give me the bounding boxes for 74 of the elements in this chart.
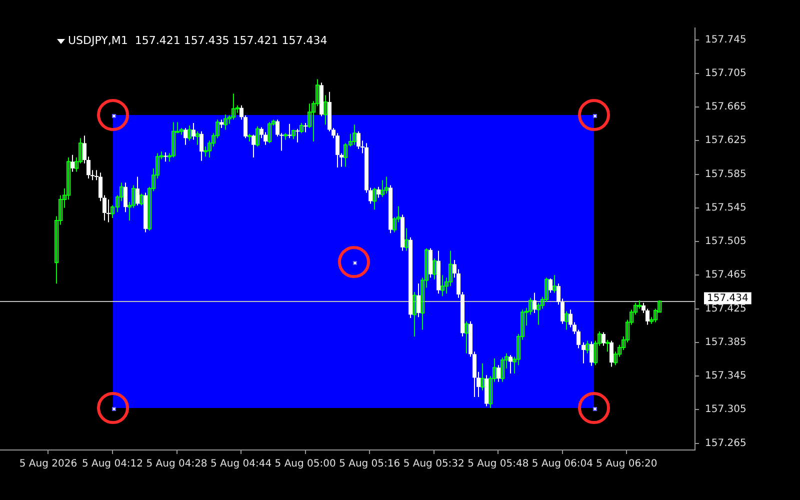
- candlestick: [256, 126, 260, 148]
- candlestick: [440, 274, 444, 297]
- candlestick: [480, 362, 484, 391]
- candlestick: [606, 339, 610, 352]
- candlestick: [300, 122, 304, 134]
- candlestick: [586, 340, 590, 354]
- x-tick-label: 5 Aug 05:00: [274, 458, 336, 470]
- ref-line-label: 157.434: [707, 292, 748, 304]
- candlestick: [164, 152, 168, 162]
- candlestick: [352, 124, 356, 146]
- candlestick: [590, 341, 594, 366]
- y-tick-label: 157.265: [705, 438, 746, 449]
- candlestick: [172, 122, 176, 158]
- x-tick-label: 5 Aug 05:32: [403, 458, 464, 470]
- y-tick-label: 157.585: [705, 168, 746, 180]
- candlestick: [404, 228, 408, 252]
- candlestick: [140, 193, 144, 206]
- candlestick: [496, 364, 500, 382]
- candlestick: [192, 122, 196, 140]
- candlestick: [432, 258, 436, 280]
- candlestick: [380, 180, 384, 198]
- candlestick: [412, 291, 416, 338]
- y-tick-label: 157.705: [705, 68, 746, 79]
- y-tick-label: 157.305: [705, 404, 746, 416]
- y-tick-label: 157.465: [705, 270, 746, 281]
- x-tick-label: 5 Aug 04:44: [210, 458, 272, 470]
- candlestick: [136, 176, 140, 206]
- candlestick: [384, 176, 388, 194]
- x-tick-label: 5 Aug 2026: [19, 458, 78, 470]
- candlestick: [532, 292, 536, 314]
- candlestick: [602, 332, 606, 346]
- candlestick: [296, 128, 300, 143]
- candlestick: [416, 283, 420, 318]
- candlestick: [582, 342, 586, 364]
- y-tick-label: 157.545: [705, 202, 746, 214]
- y-tick-label: 157.745: [705, 34, 746, 46]
- candlestick: [376, 186, 380, 198]
- y-tick-label: 157.665: [705, 102, 746, 113]
- y-tick-label: 157.385: [705, 336, 746, 348]
- x-tick-label: 5 Aug 05:48: [468, 458, 529, 470]
- candlestick: [548, 278, 552, 294]
- candlestick: [564, 310, 568, 330]
- x-tick-label: 5 Aug 04:28: [146, 458, 208, 470]
- candlestick: [232, 93, 236, 120]
- candlestick: [610, 340, 614, 368]
- candlestick: [552, 274, 556, 294]
- candlestick: [106, 198, 110, 223]
- x-tick-label: 5 Aug 06:20: [596, 458, 658, 470]
- candlestick: [70, 154, 74, 172]
- candlestick: [224, 114, 228, 130]
- candlestick: [464, 320, 468, 354]
- y-tick-label: 157.625: [705, 135, 746, 146]
- candlestick: [356, 130, 360, 150]
- candlestick: [292, 129, 296, 140]
- candlestick: [188, 125, 192, 142]
- x-tick-label: 5 Aug 06:04: [532, 458, 593, 470]
- candlestick: [500, 357, 504, 382]
- text: USDJPY,M1 157.421 157.435 157.421 157.434: [68, 34, 328, 47]
- candlestick: [372, 187, 376, 210]
- y-tick-label: 157.345: [705, 370, 746, 382]
- x-tick-label: 5 Aug 05:16: [339, 458, 400, 470]
- x-tick-label: 5 Aug 04:12: [82, 458, 144, 470]
- candlestick: [124, 182, 128, 213]
- candlestick: [324, 94, 328, 126]
- candlestick: [268, 122, 272, 144]
- candlestick: [196, 130, 200, 146]
- y-tick-label: 157.505: [705, 236, 746, 248]
- candlestick: [304, 122, 308, 133]
- candlestick: [200, 130, 204, 162]
- y-tick-label: 157.425: [705, 303, 746, 314]
- candlestick: [508, 354, 512, 374]
- candlestick: [184, 128, 188, 146]
- candlestick: [252, 134, 256, 158]
- candlestick: [288, 123, 292, 139]
